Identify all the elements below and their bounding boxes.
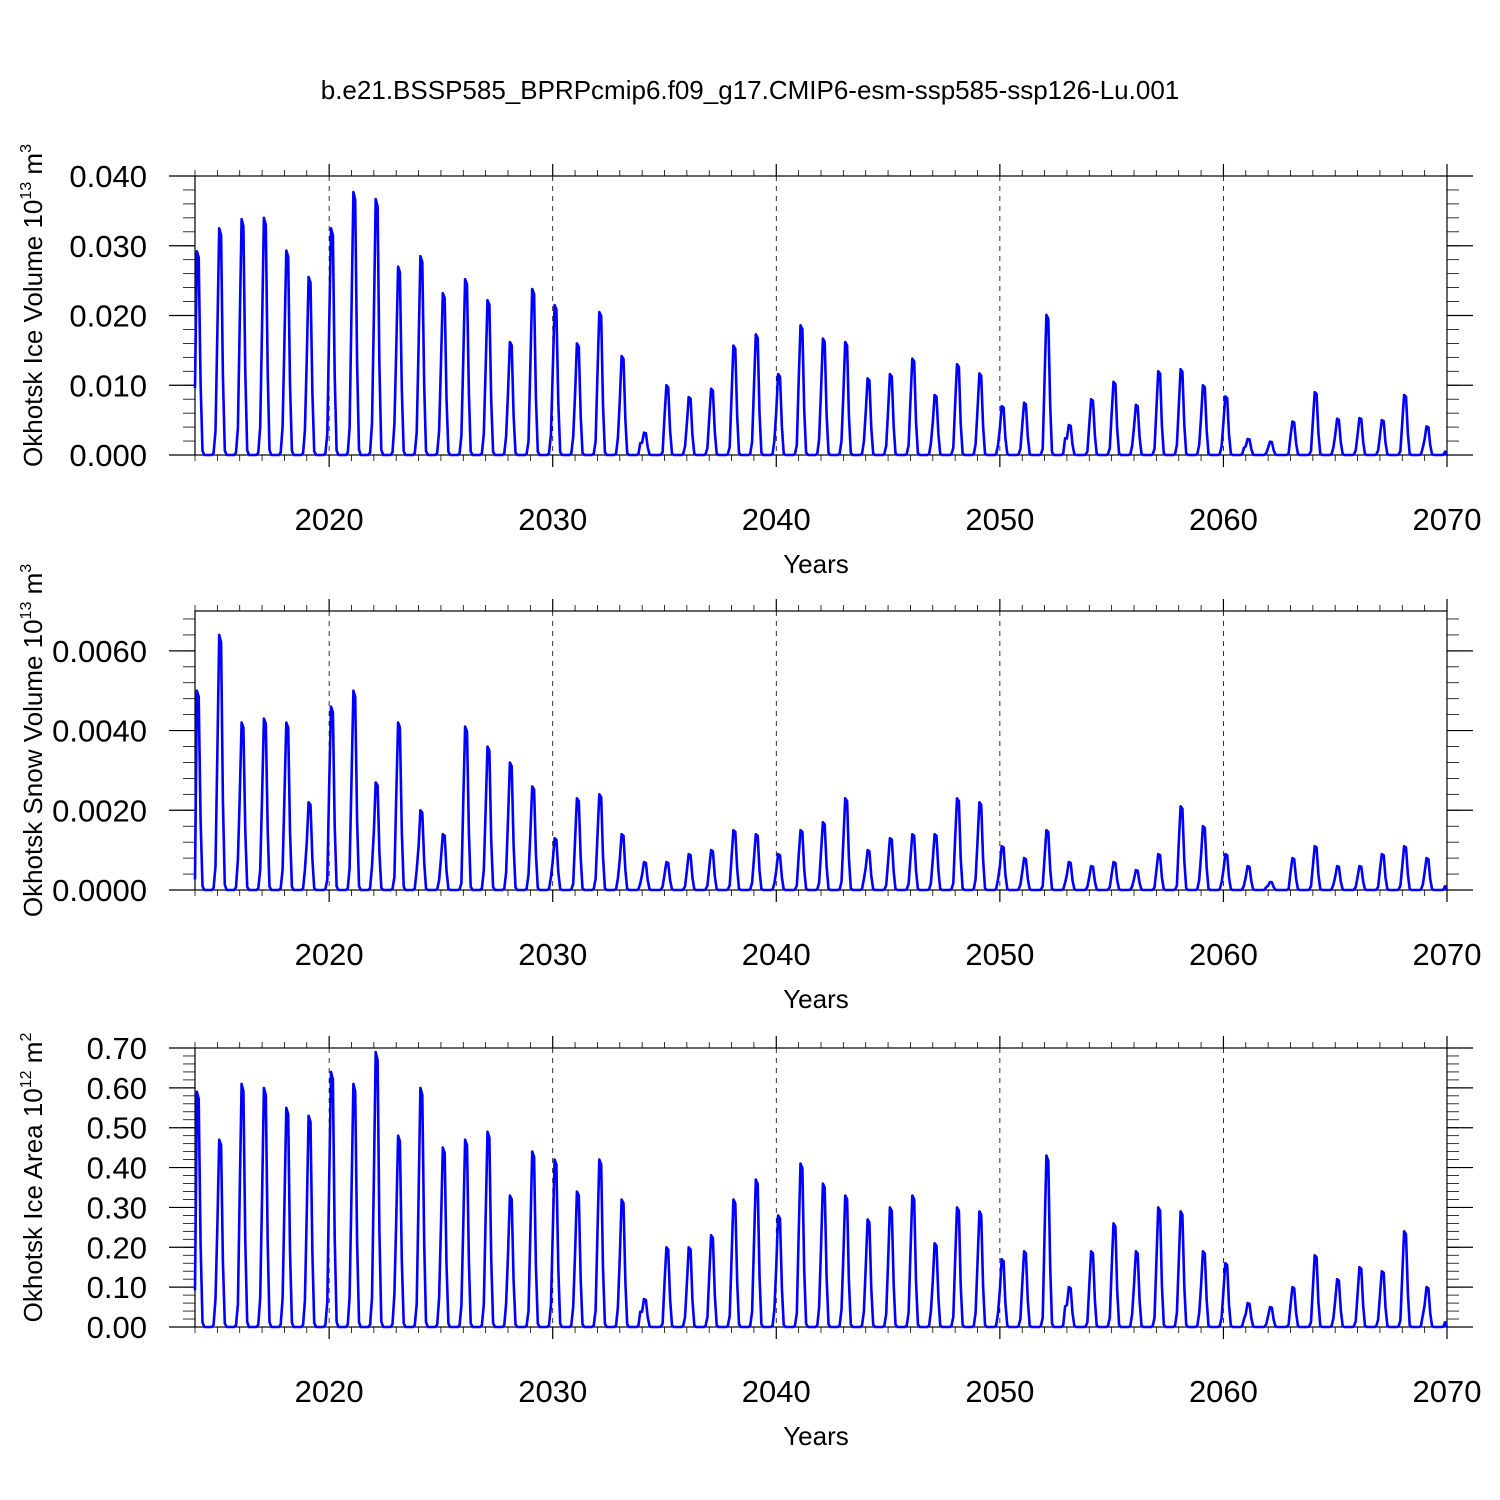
x-tick-label: 2050 — [965, 937, 1034, 972]
x-tick-label: 2040 — [742, 937, 811, 972]
x-tick-label: 2070 — [1413, 937, 1482, 972]
x-tick-label: 2030 — [518, 937, 587, 972]
y-tick-label: 0.10 — [87, 1270, 147, 1305]
y-tick-label: 0.70 — [87, 1031, 147, 1066]
x-axis-label: Years — [783, 984, 849, 1014]
y-tick-label: 0.0060 — [52, 634, 147, 669]
x-tick-label: 2050 — [965, 502, 1034, 537]
y-axis-label: Okhotsk Snow Volume 1013 m3 — [18, 564, 48, 917]
series-line-okhotsk-snow-volume — [193, 633, 1449, 892]
y-tick-label: 0.00 — [87, 1310, 147, 1345]
y-tick-label: 0.000 — [69, 438, 147, 473]
y-tick-label: 0.040 — [69, 159, 147, 194]
y-tick-label: 0.020 — [69, 299, 147, 334]
x-tick-label: 2050 — [965, 1374, 1034, 1409]
y-tick-label: 0.0040 — [52, 714, 147, 749]
x-tick-label: 2070 — [1413, 502, 1482, 537]
panel-1: 0.000 0.010 0.020 0.030 0.040 2020 2030 2040 205… — [18, 144, 1481, 579]
x-tick-label: 2060 — [1189, 937, 1258, 972]
series-line-okhotsk-ice-volume — [193, 190, 1449, 457]
x-tick-label: 2060 — [1189, 502, 1258, 537]
y-tick-label: 0.30 — [87, 1190, 147, 1225]
y-axis-label: Okhotsk Ice Area 1012 m2 — [18, 1033, 48, 1323]
x-tick-label: 2020 — [295, 937, 364, 972]
x-tick-label: 2030 — [518, 502, 587, 537]
x-tick-label: 2030 — [518, 1374, 587, 1409]
y-tick-label: 0.030 — [69, 229, 147, 264]
y-tick-label: 0.010 — [69, 368, 147, 403]
y-tick-label: 0.0000 — [52, 873, 147, 908]
panel-3: 0.00 0.10 0.20 0.30 0.40 0.50 0.60 0.70 2020 2030… — [18, 1031, 1481, 1451]
y-tick-label: 0.0020 — [52, 793, 147, 828]
y-tick-label: 0.60 — [87, 1071, 147, 1106]
series-line-okhotsk-ice-area — [193, 1050, 1449, 1329]
panel-2: 0.0000 0.0020 0.0040 0.0060 2020 2030 2040 2050… — [18, 564, 1481, 1014]
x-tick-label: 2070 — [1413, 1374, 1482, 1409]
x-axis-label: Years — [783, 1421, 849, 1451]
x-tick-label: 2040 — [742, 502, 811, 537]
y-tick-label: 0.50 — [87, 1111, 147, 1146]
x-tick-label: 2020 — [295, 502, 364, 537]
x-tick-label: 2020 — [295, 1374, 364, 1409]
x-axis-label: Years — [783, 549, 849, 579]
x-tick-label: 2040 — [742, 1374, 811, 1409]
chart-title: b.e21.BSSP585_BPRPcmip6.f09_g17.CMIP6-es… — [321, 75, 1180, 105]
y-tick-label: 0.20 — [87, 1230, 147, 1265]
x-tick-label: 2060 — [1189, 1374, 1258, 1409]
y-tick-label: 0.40 — [87, 1151, 147, 1186]
y-axis-label: Okhotsk Ice Volume 1013 m3 — [18, 144, 48, 467]
